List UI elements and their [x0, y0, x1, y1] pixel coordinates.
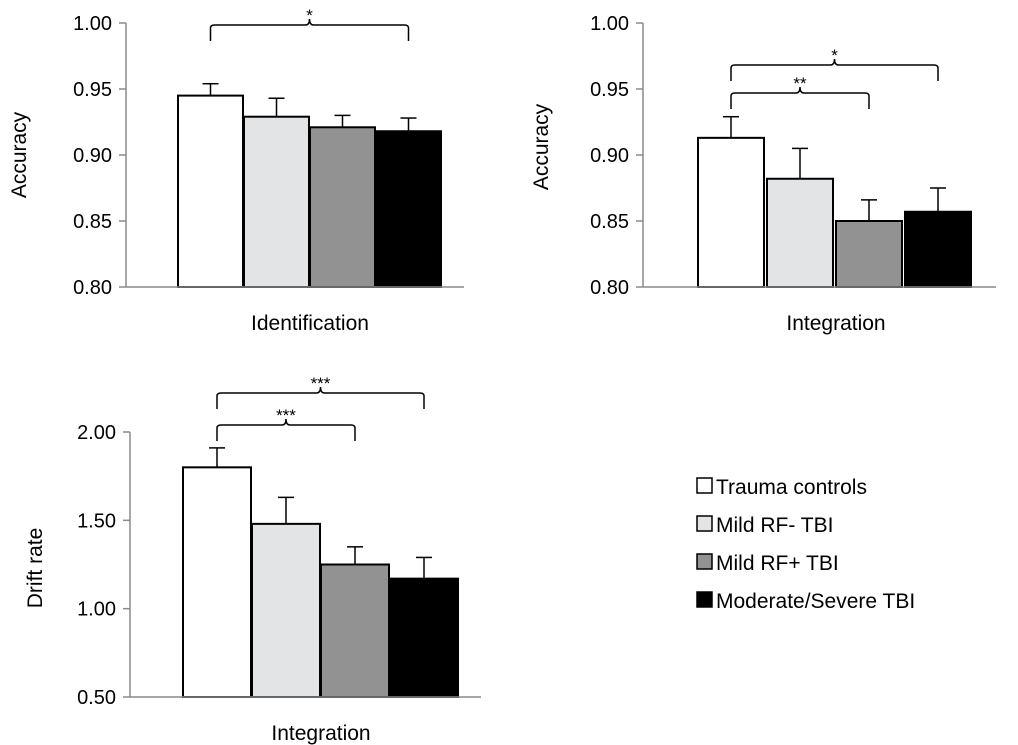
legend: Trauma controls Mild RF- TBI Mild RF+ TBI M…: [696, 476, 915, 613]
significance-label: *: [306, 6, 313, 25]
bar: [904, 210, 972, 288]
bar: [766, 177, 834, 288]
bar: [389, 577, 459, 699]
y-tick-label: 0.80: [590, 277, 629, 299]
y-tick-label: 0.85: [73, 211, 112, 233]
bar: [835, 220, 903, 288]
chart-identification-accuracy: 0.80 0.85 0.90 0.95 1.00 Identification Accura…: [8, 6, 464, 335]
bar: [309, 126, 376, 288]
y-tick-label: 0.90: [590, 145, 629, 167]
legend-item-label: Mild RF+ TBI: [716, 552, 839, 575]
y-tick-label: 0.95: [590, 79, 629, 101]
y-tick-label: 0.90: [73, 145, 112, 167]
y-axis-label: Accuracy: [530, 103, 553, 190]
y-tick-label: 1.00: [73, 13, 112, 35]
y-tick-label: 0.50: [77, 687, 116, 709]
significance-label: ***: [311, 374, 331, 393]
bar: [182, 466, 252, 699]
significance-label: **: [793, 74, 807, 93]
chart-integration-drift-rate: 0.50 1.00 1.50 2.00 Integration Drift rate ***…: [24, 374, 481, 745]
x-axis-label: Integration: [271, 722, 370, 745]
y-tick-label: 0.95: [73, 79, 112, 101]
y-tick-label: 2.00: [77, 422, 116, 444]
bar: [243, 115, 310, 288]
bar: [320, 563, 390, 698]
legend-item-label: Moderate/Severe TBI: [716, 590, 915, 613]
legend-swatch: [696, 477, 713, 494]
y-axis-label: Drift rate: [24, 528, 47, 609]
significance-label: *: [831, 46, 838, 65]
bar: [251, 522, 321, 698]
y-tick-label: 0.85: [590, 211, 629, 233]
significance-bracket: [216, 418, 356, 441]
bar: [697, 136, 765, 288]
significance-bracket: [730, 58, 939, 81]
significance-label: ***: [276, 406, 296, 425]
legend-item-label: Mild RF- TBI: [716, 514, 833, 537]
bar: [177, 94, 244, 288]
significance-bracket: [209, 18, 410, 41]
legend-item-label: Trauma controls: [716, 476, 867, 499]
y-tick-label: 1.50: [77, 510, 116, 532]
chart-integration-accuracy: 0.80 0.85 0.90 0.95 1.00 Integration Accuracy *…: [530, 13, 996, 335]
legend-swatch: [696, 515, 713, 532]
significance-bracket: [216, 386, 425, 409]
y-axis-label: Accuracy: [8, 111, 31, 198]
x-axis-label: Integration: [786, 312, 885, 335]
y-tick-label: 1.00: [77, 599, 116, 621]
y-tick-label: 0.80: [73, 277, 112, 299]
legend-swatch: [696, 553, 713, 570]
legend-swatch: [696, 591, 713, 608]
x-axis-label: Identification: [251, 312, 369, 335]
bar: [375, 130, 442, 288]
significance-bracket: [730, 86, 870, 109]
y-tick-label: 1.00: [590, 13, 629, 35]
